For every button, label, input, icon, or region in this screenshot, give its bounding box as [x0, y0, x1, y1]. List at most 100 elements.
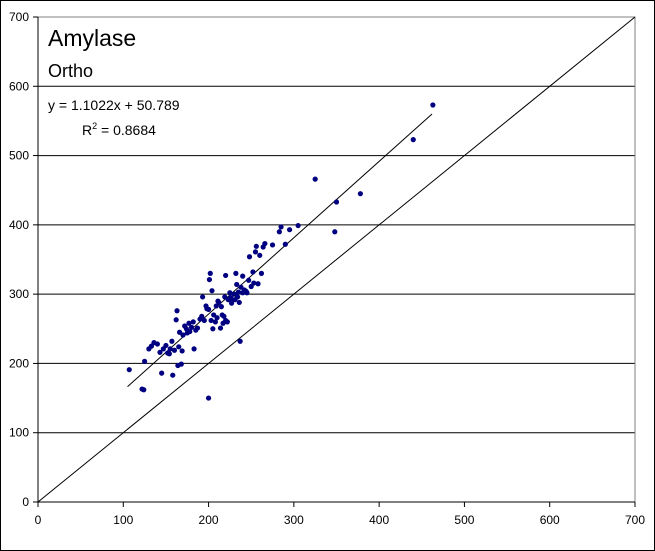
data-point-106: [430, 102, 436, 108]
data-point-55: [217, 325, 224, 331]
data-point-30: [187, 328, 193, 335]
data-point-88: [252, 249, 259, 255]
data-point-18: [173, 317, 179, 323]
data-point-33: [191, 346, 197, 352]
points-layer: [126, 102, 436, 401]
data-point-43: [205, 306, 212, 312]
identity-line: [37, 16, 636, 503]
data-point-91: [257, 252, 263, 258]
data-point-31: [188, 324, 195, 330]
data-point-86: [250, 269, 256, 275]
y-tick-label-700: 700: [9, 10, 29, 24]
data-point-52: [214, 315, 220, 321]
data-point-75: [236, 299, 242, 306]
data-point-104: [357, 191, 363, 197]
data-point-37: [199, 313, 205, 319]
data-point-46: [208, 317, 214, 324]
data-point-102: [332, 229, 338, 235]
data-point-16: [170, 372, 176, 378]
data-point-45: [207, 270, 213, 276]
data-point-15: [169, 338, 175, 344]
data-point-9: [159, 370, 165, 376]
grid-layer: [38, 85, 635, 434]
y-tick-label-100: 100: [9, 426, 29, 440]
data-point-17: [171, 347, 178, 353]
x-tick-label-400: 400: [369, 513, 389, 527]
y-tick-label-500: 500: [9, 149, 29, 163]
data-point-89: [253, 243, 259, 249]
data-point-47: [209, 288, 215, 294]
data-point-74: [235, 289, 242, 295]
data-point-14: [167, 346, 173, 352]
data-point-100: [295, 222, 301, 229]
ticks-layer: 0 100 200 300 400 500 600 700 0 100 200 300 400 500 60…: [9, 10, 645, 527]
data-point-73: [234, 294, 241, 300]
trendline: [127, 113, 433, 387]
y-tick-label-200: 200: [9, 356, 29, 370]
data-point-42: [205, 395, 212, 401]
x-tick-label-600: 600: [540, 513, 560, 527]
data-point-54: [216, 299, 222, 306]
data-point-35: [194, 325, 201, 331]
trendline-equation: y = 1.1022x + 50.789: [48, 97, 180, 113]
data-point-32: [190, 319, 196, 325]
data-point-98: [282, 241, 288, 247]
data-point-39: [201, 317, 207, 324]
data-point-78: [240, 273, 246, 279]
data-point-71: [233, 270, 239, 276]
data-point-62: [223, 272, 229, 279]
data-point-90: [255, 281, 261, 287]
data-point-72: [234, 281, 240, 288]
data-point-96: [276, 229, 282, 235]
data-point-83: [246, 277, 252, 283]
r-squared-label: R2 = 0.8684: [82, 121, 156, 138]
data-point-99: [286, 227, 293, 233]
data-point-29: [186, 320, 192, 326]
data-point-38: [200, 294, 206, 300]
y-tick-label-0: 0: [22, 495, 29, 509]
data-point-23: [178, 361, 184, 367]
data-point-65: [227, 290, 233, 296]
data-point-84: [246, 254, 253, 260]
y-tick-label-300: 300: [9, 287, 29, 301]
data-point-76: [237, 338, 243, 344]
data-point-11: [163, 342, 169, 349]
data-point-50: [212, 319, 218, 325]
y-tick-label-600: 600: [9, 79, 29, 93]
data-point-2: [141, 387, 147, 393]
data-point-24: [179, 348, 185, 354]
x-tick-label-300: 300: [284, 513, 304, 527]
x-tick-label-200: 200: [199, 513, 219, 527]
data-point-97: [278, 224, 284, 230]
x-tick-label-500: 500: [454, 513, 474, 527]
data-point-63: [224, 319, 230, 325]
data-point-48: [210, 326, 216, 332]
lines-layer: [37, 16, 636, 503]
data-point-82: [244, 290, 250, 296]
data-point-56: [218, 304, 224, 310]
data-point-59: [221, 313, 227, 319]
x-tick-label-0: 0: [35, 513, 42, 527]
chart-title: Amylase: [48, 25, 136, 51]
data-point-0: [126, 367, 132, 373]
data-point-105: [410, 137, 416, 143]
chart-subtitle: Ortho: [48, 61, 93, 81]
data-point-7: [154, 341, 160, 347]
x-tick-label-700: 700: [625, 513, 645, 527]
data-point-25: [180, 332, 186, 338]
y-tick-label-400: 400: [9, 218, 29, 232]
data-point-103: [333, 199, 340, 205]
x-tick-label-100: 100: [113, 513, 133, 527]
data-point-87: [251, 280, 257, 286]
data-point-8: [157, 349, 163, 355]
data-point-13: [166, 351, 172, 357]
data-point-92: [258, 270, 265, 276]
data-point-101: [312, 176, 318, 182]
data-point-3: [142, 358, 148, 364]
data-point-21: [176, 344, 182, 350]
data-point-94: [262, 240, 268, 247]
data-point-19: [174, 308, 180, 314]
data-point-95: [269, 242, 276, 248]
